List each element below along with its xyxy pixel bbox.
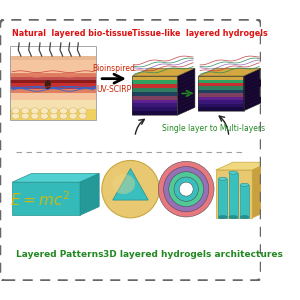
Bar [11,89,96,93]
Bar [198,103,244,107]
Bar [132,80,178,84]
Polygon shape [80,174,99,215]
Ellipse shape [169,172,204,207]
Bar [132,76,178,115]
Bar [198,76,244,80]
Text: UV-SCIRP: UV-SCIRP [96,85,132,94]
Bar [11,109,96,119]
Polygon shape [132,68,195,76]
Ellipse shape [60,108,68,114]
Bar [198,100,244,104]
Ellipse shape [45,80,51,89]
Bar [132,103,178,107]
Bar [11,77,96,80]
Text: Layered Patterns: Layered Patterns [16,250,103,259]
Ellipse shape [158,161,214,217]
Ellipse shape [102,160,159,218]
Ellipse shape [164,167,209,212]
Text: $\mathit{E{=}mc^2}$: $\mathit{E{=}mc^2}$ [10,190,70,209]
Ellipse shape [218,177,227,180]
Bar [132,99,178,103]
Bar [198,86,244,90]
Ellipse shape [229,215,238,218]
Ellipse shape [31,108,39,114]
Bar [132,87,178,92]
Ellipse shape [12,108,20,114]
Text: Natural  layered bio-tissue: Natural layered bio-tissue [12,29,133,38]
Ellipse shape [60,113,68,119]
Ellipse shape [229,171,238,174]
Bar [11,86,96,89]
Bar [198,89,244,93]
Ellipse shape [240,215,249,218]
Bar [240,185,249,218]
Text: 3D layered hydrogels architectures: 3D layered hydrogels architectures [103,250,283,259]
Bar [218,179,227,218]
Bar [11,46,96,119]
Bar [132,91,178,96]
Ellipse shape [50,113,58,119]
Bar [11,83,96,86]
Bar [198,97,244,101]
Bar [132,95,178,100]
Text: Tissue-like  layered hydrogels: Tissue-like layered hydrogels [132,29,268,38]
Ellipse shape [174,177,198,201]
Ellipse shape [179,182,193,196]
Ellipse shape [112,174,135,194]
Ellipse shape [218,215,227,218]
Text: Bioinspired: Bioinspired [92,64,135,73]
Bar [11,60,96,73]
Bar [198,79,244,83]
Bar [216,170,252,218]
Bar [198,82,244,86]
Polygon shape [113,169,148,200]
Ellipse shape [31,113,39,119]
Polygon shape [216,162,270,170]
Bar [198,93,244,97]
Polygon shape [12,174,99,182]
Bar [198,107,244,111]
Ellipse shape [69,113,77,119]
Polygon shape [178,68,195,115]
Ellipse shape [69,108,77,114]
Bar [198,76,244,111]
Bar [11,80,96,83]
Bar [132,76,178,80]
Text: Single layer to Multi-layers: Single layer to Multi-layers [162,124,265,133]
Bar [132,83,178,88]
Bar [132,111,178,115]
Bar [12,182,80,215]
Polygon shape [198,68,261,76]
Ellipse shape [12,113,20,119]
Bar [229,172,238,218]
Polygon shape [252,162,270,218]
Bar [11,56,96,60]
Ellipse shape [21,108,29,114]
Ellipse shape [240,183,249,186]
Bar [11,100,96,109]
Ellipse shape [50,108,58,114]
Ellipse shape [79,113,87,119]
Polygon shape [244,68,261,111]
Bar [132,107,178,111]
Ellipse shape [40,108,48,114]
Ellipse shape [40,113,48,119]
Ellipse shape [21,113,29,119]
Ellipse shape [79,108,87,114]
Bar [11,93,96,100]
Bar [11,73,96,77]
